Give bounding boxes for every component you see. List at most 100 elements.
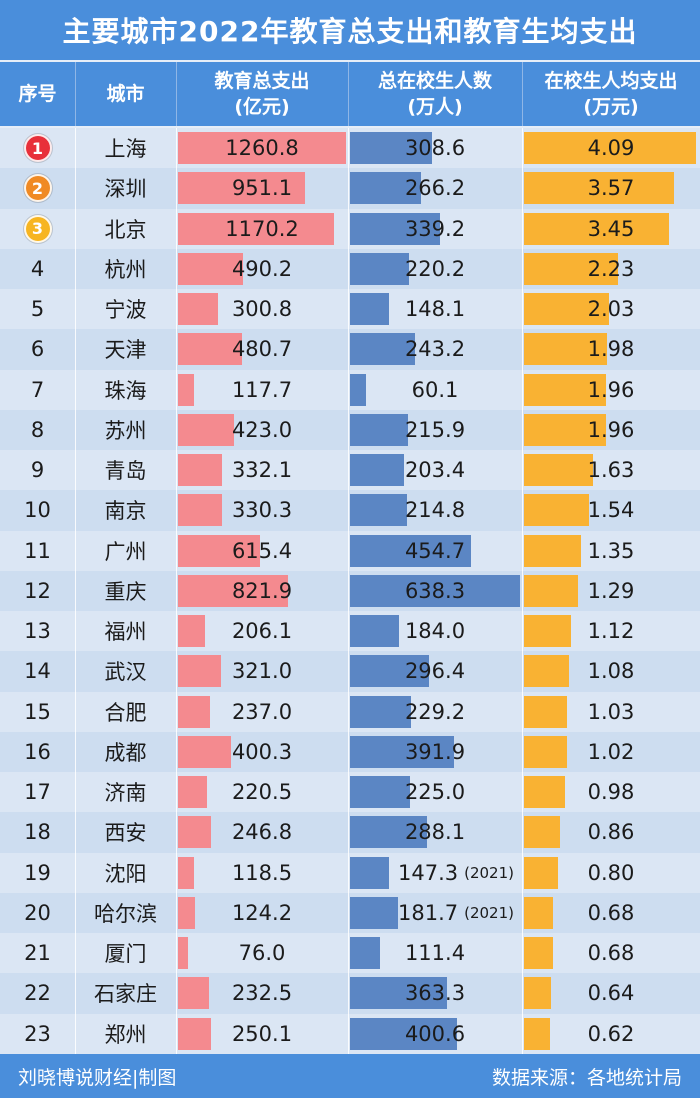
column-divider — [176, 933, 177, 974]
rank-number: 20 — [24, 900, 51, 925]
per-student-value: 1.02 — [587, 739, 635, 764]
students-value: 111.4 — [404, 941, 466, 966]
column-divider — [176, 490, 177, 531]
city-cell: 苏州 — [75, 410, 176, 450]
header-students-line1: 总在校生人数 — [377, 70, 492, 92]
city-name: 西安 — [104, 821, 147, 846]
rank-number: 4 — [30, 256, 45, 281]
city-cell: 宁波 — [75, 289, 176, 329]
header-rank: 序号 — [0, 62, 76, 126]
students-value-cell: 243.2 — [348, 329, 522, 369]
footer-source: 数据来源：各地统计局 — [491, 1066, 682, 1089]
rank-cell: 8 — [0, 410, 75, 450]
rank-number: 19 — [24, 860, 51, 885]
rank-cell: 6 — [0, 329, 75, 369]
expense-value: 117.7 — [231, 377, 293, 402]
students-value: 454.7 — [404, 538, 466, 563]
table-row: 23 郑州 250.1 400.6 0.62 — [0, 1013, 700, 1054]
table-row: 14 武汉 321.0 296.4 1.08 — [0, 651, 700, 692]
expense-bar — [178, 212, 334, 245]
header-students: 总在校生人数 (万人) — [348, 62, 523, 126]
students-bar — [350, 655, 429, 688]
city-name: 福州 — [104, 620, 147, 645]
column-divider — [176, 812, 177, 853]
column-divider — [522, 933, 523, 974]
column-divider — [75, 128, 76, 169]
city-name: 珠海 — [104, 378, 147, 403]
table-row: 1 上海 1260.8 308.6 4.09 — [0, 128, 700, 169]
students-bar — [350, 413, 408, 446]
per-student-bar — [524, 293, 610, 325]
students-value: 225.0 — [404, 780, 466, 805]
column-divider — [522, 812, 523, 853]
rank-cell: 9 — [0, 450, 75, 490]
per-student-bar — [524, 655, 570, 688]
city-cell: 深圳 — [75, 168, 176, 208]
students-value-cell: 215.9 — [348, 410, 522, 450]
column-divider — [522, 892, 523, 933]
students-value: 229.2 — [404, 699, 466, 724]
expense-bar — [178, 373, 194, 406]
column-divider — [348, 168, 349, 209]
column-divider — [75, 450, 76, 491]
students-bar — [350, 615, 399, 647]
students-bar — [350, 132, 433, 164]
column-divider — [348, 852, 349, 893]
expense-bar — [178, 293, 219, 325]
students-value: 363.3 — [404, 981, 466, 1006]
rank-number: 8 — [30, 417, 45, 442]
per-student-value: 0.62 — [587, 1021, 635, 1046]
header-expense: 教育总支出 (亿元) — [176, 62, 349, 126]
expense-bar — [178, 534, 260, 567]
expense-value: 232.5 — [231, 981, 293, 1006]
chart-title: 主要城市2022年教育总支出和教育生均支出 — [0, 0, 700, 60]
rank-cell: 23 — [0, 1014, 75, 1054]
column-divider — [75, 168, 76, 209]
students-bar — [350, 856, 390, 889]
table-row: 10 南京 330.3 214.8 1.54 — [0, 490, 700, 531]
table-row: 9 青岛 332.1 203.4 1.63 — [0, 450, 700, 491]
rank-number: 23 — [24, 1021, 51, 1046]
per-student-bar — [524, 735, 567, 768]
city-cell: 郑州 — [75, 1014, 176, 1054]
city-cell: 济南 — [75, 772, 176, 812]
students-bar — [350, 574, 520, 607]
students-value-cell: 296.4 — [348, 651, 522, 691]
city-cell: 青岛 — [75, 450, 176, 490]
city-name: 合肥 — [104, 700, 147, 725]
rank-cell: 22 — [0, 973, 75, 1013]
rank-cell: 11 — [0, 531, 75, 571]
rank-number: 18 — [24, 820, 51, 845]
column-divider — [522, 369, 523, 410]
students-value-cell: 181.7 (2021) — [348, 893, 522, 933]
per-student-bar — [524, 615, 572, 647]
expense-bar — [178, 615, 206, 647]
table-row: 11 广州 615.4 454.7 1.35 — [0, 530, 700, 571]
per-student-bar — [524, 333, 608, 366]
column-divider — [75, 490, 76, 531]
students-value-cell: 266.2 — [348, 168, 522, 208]
column-divider — [176, 772, 177, 813]
expense-value: 1260.8 — [225, 136, 299, 161]
expense-value: 615.4 — [231, 538, 293, 563]
students-value: 147.3 — [397, 860, 459, 885]
table-row: 19 沈阳 118.5 147.3 (2021) 0.80 — [0, 852, 700, 893]
city-name: 深圳 — [104, 177, 147, 202]
students-bar — [350, 695, 412, 728]
rank-number: 12 — [24, 578, 51, 603]
students-value: 184.0 — [404, 619, 466, 644]
per-student-bar — [524, 212, 670, 245]
students-value-cell: 148.1 — [348, 289, 522, 329]
expense-value: 330.3 — [231, 498, 293, 523]
table-row: 20 哈尔滨 124.2 181.7 (2021) 0.68 — [0, 892, 700, 933]
column-divider — [75, 329, 76, 370]
table-row: 8 苏州 423.0 215.9 1.96 — [0, 409, 700, 450]
rank-number: 11 — [24, 538, 51, 563]
column-divider — [75, 973, 76, 1014]
expense-value: 237.0 — [231, 699, 293, 724]
students-value: 308.6 — [404, 136, 466, 161]
students-bar — [350, 172, 421, 205]
expense-bar — [178, 333, 243, 366]
students-value: 638.3 — [404, 578, 466, 603]
students-year-note: (2021) — [464, 903, 514, 922]
